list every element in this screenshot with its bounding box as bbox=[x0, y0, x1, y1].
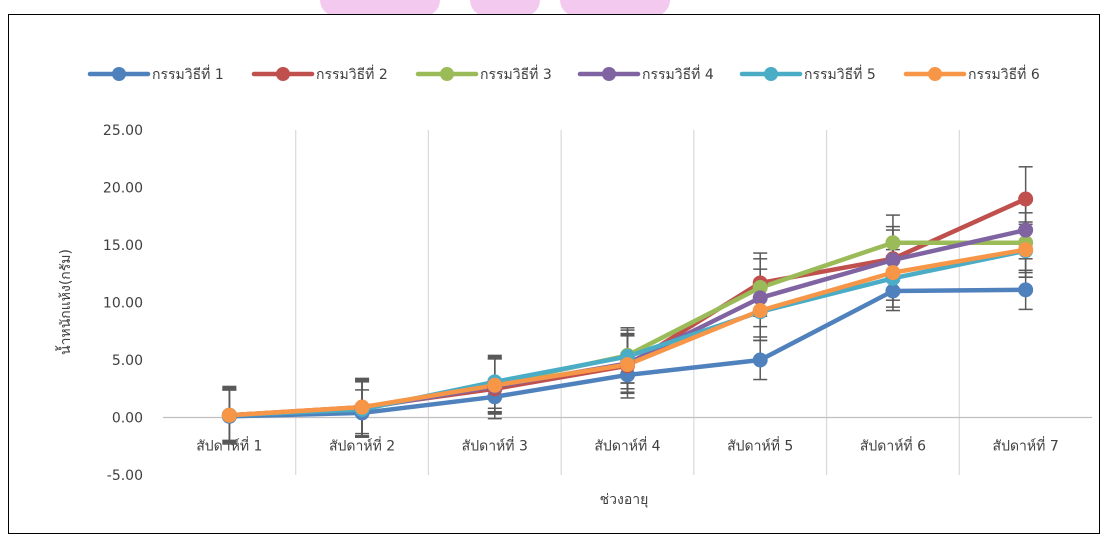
x-axis-label: ช่วงอายุ bbox=[600, 492, 649, 508]
data-point-s2-7 bbox=[1018, 191, 1034, 207]
legend-swatch-marker bbox=[276, 67, 290, 81]
legend-item-6: กรรมวิธีที่ 6 bbox=[903, 65, 1040, 83]
data-point-s1-6 bbox=[885, 283, 901, 299]
data-point-s6-6 bbox=[885, 265, 901, 281]
data-point-s4-7 bbox=[1018, 222, 1034, 238]
legend-item-5: กรรมวิธีที่ 5 bbox=[739, 65, 876, 83]
gridlines bbox=[163, 130, 1092, 475]
legend-swatch-marker bbox=[440, 67, 454, 81]
x-tick-label: สัปดาห์ที่ 5 bbox=[727, 437, 793, 455]
y-tick-label: -5.00 bbox=[107, 468, 143, 484]
y-axis-label: น้ำหนักแห้ง(กรัม) bbox=[55, 249, 74, 355]
data-point-s6-7 bbox=[1018, 242, 1034, 258]
data-point-s6-3 bbox=[487, 377, 503, 393]
legend: กรรมวิธีที่ 1 กรรมวิธีที่ 2 กรรมวิธีที่ 3 ก… bbox=[87, 65, 1040, 83]
y-tick-label: 10.00 bbox=[103, 296, 143, 312]
error-bars bbox=[222, 166, 1033, 445]
legend-swatch-marker bbox=[112, 67, 126, 81]
legend-label: กรรมวิธีที่ 6 bbox=[968, 65, 1040, 83]
decorative-band bbox=[560, 0, 670, 16]
x-tick-label: สัปดาห์ที่ 6 bbox=[860, 437, 926, 455]
x-tick-label: สัปดาห์ที่ 4 bbox=[594, 437, 660, 455]
legend-item-3: กรรมวิธีที่ 3 bbox=[415, 65, 552, 83]
data-point-s6-5 bbox=[752, 303, 768, 319]
x-tick-label: สัปดาห์ที่ 2 bbox=[329, 437, 395, 455]
y-tick-label: 20.00 bbox=[103, 181, 143, 197]
legend-label: กรรมวิธีที่ 5 bbox=[804, 65, 876, 83]
y-tick-label: 0.00 bbox=[112, 411, 143, 427]
legend-item-4: กรรมวิธีที่ 4 bbox=[577, 65, 714, 83]
y-tick-label: 15.00 bbox=[103, 238, 143, 254]
data-point-s3-6 bbox=[885, 235, 901, 251]
data-point-s1-7 bbox=[1018, 282, 1034, 298]
data-point-s6-1 bbox=[221, 407, 237, 423]
decorative-band bbox=[320, 0, 440, 16]
legend-item-2: กรรมวิธีที่ 2 bbox=[251, 65, 388, 83]
legend-swatch-marker bbox=[764, 67, 778, 81]
x-tick-label: สัปดาห์ที่ 1 bbox=[196, 437, 262, 455]
y-tick-label: 25.00 bbox=[103, 123, 143, 139]
y-axis-ticks: -5.00 0.00 5.00 10.00 15.00 20.00 25.00 bbox=[103, 123, 143, 484]
series-points bbox=[221, 191, 1034, 424]
legend-swatch-marker bbox=[602, 67, 616, 81]
data-point-s6-2 bbox=[354, 399, 370, 415]
data-point-s6-4 bbox=[620, 357, 635, 373]
legend-label: กรรมวิธีที่ 2 bbox=[316, 65, 388, 83]
legend-item-1: กรรมวิธีที่ 1 bbox=[87, 65, 224, 83]
data-point-s4-6 bbox=[885, 252, 901, 268]
x-axis-ticks: สัปดาห์ที่ 1 สัปดาห์ที่ 2 สัปดาห์ที่ 3 สัปด… bbox=[196, 437, 1058, 455]
legend-swatch-marker bbox=[928, 67, 942, 81]
legend-label: กรรมวิธีที่ 3 bbox=[480, 65, 552, 83]
x-tick-label: สัปดาห์ที่ 3 bbox=[462, 437, 528, 455]
x-tick-label: สัปดาห์ที่ 7 bbox=[993, 437, 1059, 455]
data-point-s1-5 bbox=[752, 352, 768, 368]
decorative-band bbox=[470, 0, 540, 16]
legend-label: กรรมวิธีที่ 1 bbox=[152, 65, 224, 83]
data-point-s4-5 bbox=[752, 290, 768, 306]
legend-label: กรรมวิธีที่ 4 bbox=[642, 65, 714, 83]
y-tick-label: 5.00 bbox=[112, 353, 143, 369]
